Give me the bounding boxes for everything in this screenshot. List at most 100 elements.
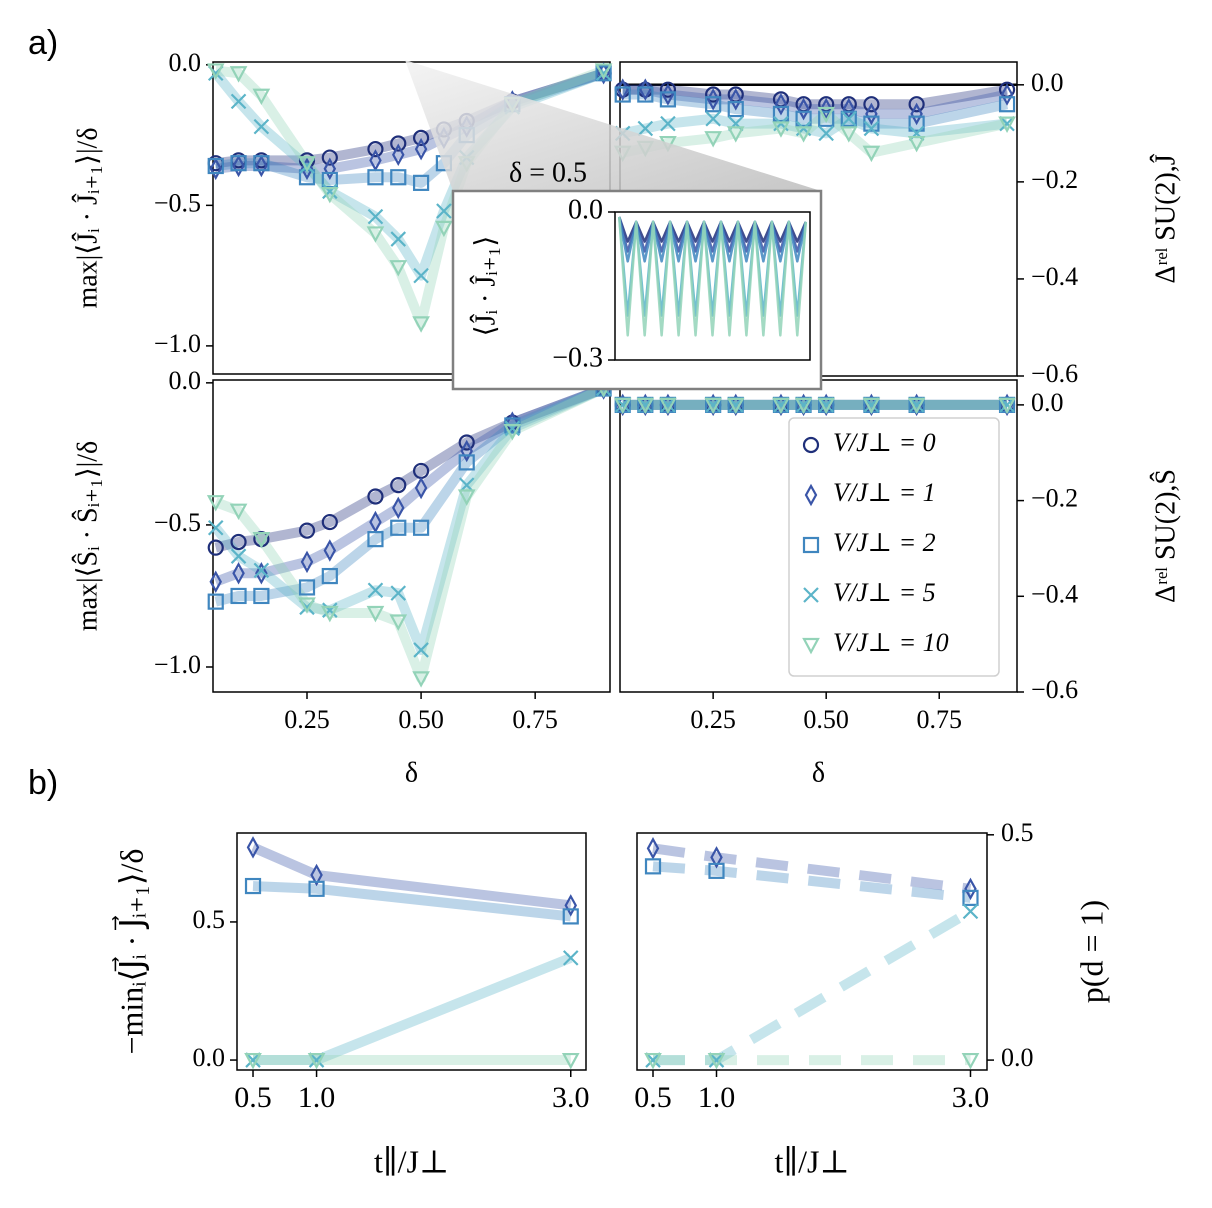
y-axis-label: −minᵢ⟨J⃗ᵢ · J⃗ᵢ₊₁⟩/δ [112,848,150,1054]
marker [412,174,430,191]
y-axis-label: Δʳᵉˡ SU(2),Ĵ [1150,153,1181,283]
marker [644,1052,662,1070]
marker [253,587,270,605]
marker [727,100,744,118]
marker [322,602,338,618]
marker [562,908,579,925]
plot-frame [614,211,811,361]
marker [366,226,385,243]
marker [594,63,613,80]
marker [232,154,245,178]
y-tick-label: −0.2 [1031,484,1078,513]
legend-label: V/J⊥ = 2 [833,528,936,557]
marker [998,397,1016,415]
y-tick-label: −1.0 [154,329,201,358]
plot-frame [212,379,611,693]
marker [458,434,475,451]
marker [794,397,813,415]
marker [230,548,247,564]
marker [707,1052,726,1070]
plot-frame [636,832,988,1071]
marker [795,397,812,413]
marker [802,536,820,554]
marker [460,439,473,463]
marker [645,1052,661,1068]
marker [390,519,407,536]
marker [908,397,925,413]
marker [708,1052,725,1068]
marker [705,96,722,113]
chart-title: δ = 0.5 [509,157,587,188]
chart: 0.0 0.5 0.5 1.0 3.0 −minᵢ⟨J⃗ᵢ · J⃗ᵢ₊₁⟩/δ t∥/J⊥ [112,832,589,1179]
marker [704,131,722,148]
marker [614,86,631,103]
marker [504,420,521,437]
marker [998,96,1016,113]
y-axis-label: Δʳᵉˡ SU(2),Ŝ [1150,469,1181,603]
chart: 0.0 0.5 0.5 1.0 3.0 p(d = 1) t∥/J⊥ [634,818,1109,1180]
marker [637,86,654,103]
x-tick-label: 0.50 [398,705,444,734]
marker [253,562,270,579]
marker [230,93,247,110]
marker [252,532,271,549]
x-axis-label: δ [405,757,418,788]
marker [390,231,407,247]
marker [298,156,316,173]
marker [367,582,384,599]
marker [819,97,833,121]
marker [727,397,744,413]
marker [503,424,522,441]
marker [209,157,222,181]
marker [705,111,721,127]
marker [961,1052,980,1070]
marker [206,495,225,512]
marker [863,115,880,132]
marker [414,476,428,500]
marker [390,169,407,186]
marker [818,125,834,142]
marker [705,397,721,413]
marker [564,894,578,917]
chart: 0.0 −0.5 −1.0 0.25 0.50 0.75 max|⟨Ŝᵢ · Ŝᵢ₊₁⟩|/… [72,366,613,788]
marker [1000,83,1014,106]
marker [255,154,268,178]
marker [636,397,655,415]
marker [389,614,408,631]
marker [660,115,676,132]
x-tick-label: 3.0 [952,1081,990,1114]
marker [841,111,857,127]
x-tick-label: 0.5 [234,1081,272,1114]
x-tick-label: 1.0 [698,1081,736,1114]
marker [435,220,453,238]
marker [321,513,338,531]
marker [320,187,339,204]
marker [659,81,677,98]
y-tick-label: −0.4 [1031,262,1078,291]
marker [321,149,338,166]
y-tick-label: −0.5 [154,188,201,217]
marker [413,267,429,284]
marker [390,135,407,152]
marker [803,587,819,603]
marker [207,539,224,556]
series-line [213,383,606,587]
marker [308,880,325,897]
marker [230,155,247,172]
y-tick-label: −0.5 [154,508,201,537]
marker [802,637,820,655]
y-tick-label: 0.5 [193,905,226,934]
marker [307,1052,326,1070]
marker [964,877,977,901]
series-line [618,216,807,263]
marker [659,91,677,108]
marker [367,531,384,548]
y-tick-label: 0.5 [1001,818,1034,847]
y-tick-label: 0.0 [1031,68,1064,97]
marker [705,86,722,103]
marker [207,593,224,610]
marker [773,397,789,413]
y-tick-label: −0.3 [552,342,603,373]
marker [255,561,268,585]
